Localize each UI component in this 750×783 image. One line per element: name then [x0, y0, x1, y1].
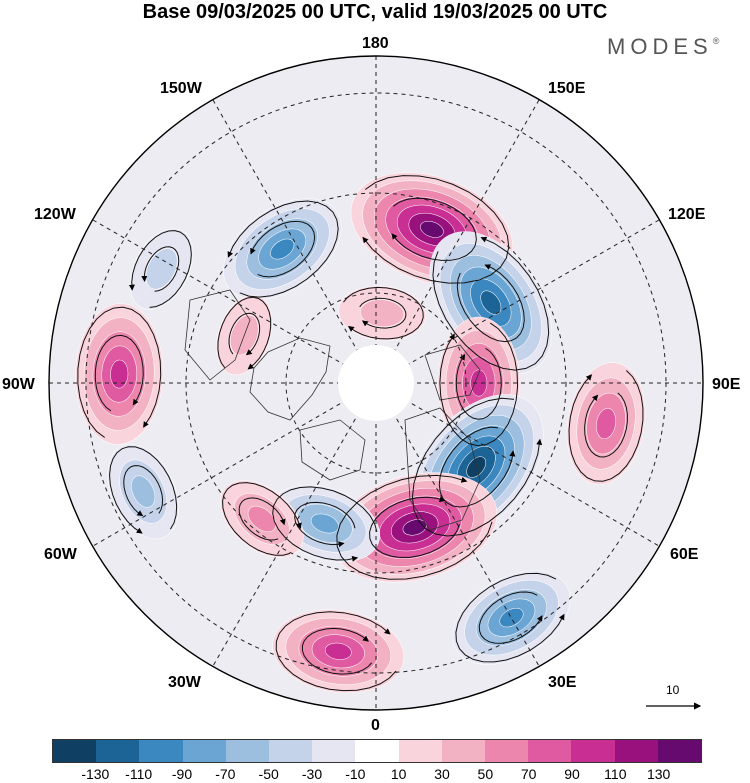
colorbar-tick-label: -10 [345, 766, 366, 782]
streamline [439, 322, 519, 447]
streamline [109, 446, 178, 534]
streamline [343, 286, 424, 340]
colorbar [52, 739, 702, 763]
map-boundary [48, 55, 704, 711]
anomaly-contour [470, 369, 488, 397]
streamline [432, 236, 550, 371]
anomaly-contour [324, 642, 352, 660]
anomaly-contour [310, 513, 339, 534]
reference-vector-label: 10 [666, 683, 680, 697]
streamline [94, 334, 144, 412]
anomaly-contour [499, 608, 524, 628]
colorbar-tick-label: 10 [390, 766, 407, 782]
anomaly-contour [131, 475, 156, 508]
anomaly-contour [360, 299, 405, 328]
lon-label-60e: 60E [670, 546, 699, 563]
colorbar-bin-8 [398, 740, 442, 762]
streamline [455, 572, 565, 663]
streamline [272, 486, 378, 562]
lon-label-0: 0 [371, 717, 380, 734]
colorbar-tick-label: 110 [604, 766, 627, 782]
streamline [456, 264, 525, 343]
wind-streamlines [77, 175, 644, 692]
colorbar-bin-14 [657, 740, 702, 762]
colorbar-tick-label: -70 [215, 766, 236, 782]
colorbar-tick-label: 130 [646, 766, 671, 782]
graticule [49, 56, 703, 710]
colorbar-tick-label: 30 [434, 766, 450, 782]
colorbar-bin-6 [312, 740, 356, 762]
colorbar-tick-label: 90 [564, 766, 580, 782]
streamline [77, 306, 162, 438]
colorbar-bin-7 [355, 740, 399, 762]
anomaly-contour [466, 456, 487, 478]
streamline [391, 197, 477, 261]
anomaly-contour [270, 238, 295, 260]
logo-mark: ® [712, 36, 720, 46]
colorbar-tick-label: -110 [125, 766, 153, 782]
streamline [369, 496, 460, 558]
lon-label-150e: 150E [548, 80, 586, 97]
colorbar-bin-0 [53, 740, 97, 762]
streamline [228, 312, 261, 356]
colorbar-bin-1 [96, 740, 140, 762]
anomaly-contour [596, 408, 617, 440]
logo-text: MODES [607, 34, 713, 59]
colorbar-bin-10 [485, 740, 529, 762]
lon-label-30e: 30E [548, 674, 577, 691]
streamline [238, 497, 286, 541]
colorbar-bin-12 [571, 740, 615, 762]
colorbar-tick-label: -90 [171, 766, 193, 782]
streamline [584, 392, 628, 458]
streamline [275, 611, 397, 692]
lon-label-90w: 90W [2, 376, 35, 393]
streamline [227, 200, 339, 298]
streamline [301, 627, 373, 675]
streamline [217, 296, 272, 370]
lon-label-120e: 120E [668, 206, 706, 223]
anomaly-contour [420, 221, 444, 238]
colorbar-tick-label: -130 [81, 766, 110, 782]
colorbar-bin-2 [139, 740, 183, 762]
colorbar-bin-11 [528, 740, 572, 762]
streamline [294, 501, 356, 548]
streamline [250, 220, 316, 278]
colorbar-tick-label: -30 [301, 766, 323, 782]
colorbar-bin-5 [269, 740, 313, 762]
lon-label-90e: 90E [712, 376, 741, 393]
anomaly-contour [247, 505, 276, 533]
colorbar-tick-label: -50 [258, 766, 279, 782]
colorbar-tick-label: 70 [520, 766, 537, 782]
anomaly-contour [145, 248, 178, 290]
anomaly-contour [480, 290, 502, 315]
map-title: Base 09/03/2025 00 UTC, valid 19/03/2025… [142, 1, 608, 23]
streamline [336, 474, 493, 580]
anomaly-contour [110, 359, 129, 389]
colorbar-bin-13 [614, 740, 658, 762]
streamline [123, 465, 164, 517]
streamline [568, 370, 644, 482]
streamline [359, 297, 407, 329]
pole-hole [338, 345, 414, 421]
lon-label-180: 180 [362, 35, 389, 52]
colorbar-tick-label: 50 [477, 766, 494, 782]
lon-label-150w: 150W [160, 80, 202, 97]
colorbar-bin-9 [441, 740, 486, 762]
lon-label-120w: 120W [34, 206, 76, 223]
streamline [128, 230, 192, 308]
streamline [222, 482, 302, 556]
streamline [455, 347, 502, 420]
modes-logo: MODES® [607, 34, 719, 60]
lon-label-60w: 60W [44, 546, 77, 563]
lon-label-30w: 30W [168, 674, 201, 691]
colorbar-bin-4 [225, 740, 270, 762]
streamline [141, 246, 180, 292]
colorbar-bin-3 [182, 740, 226, 762]
